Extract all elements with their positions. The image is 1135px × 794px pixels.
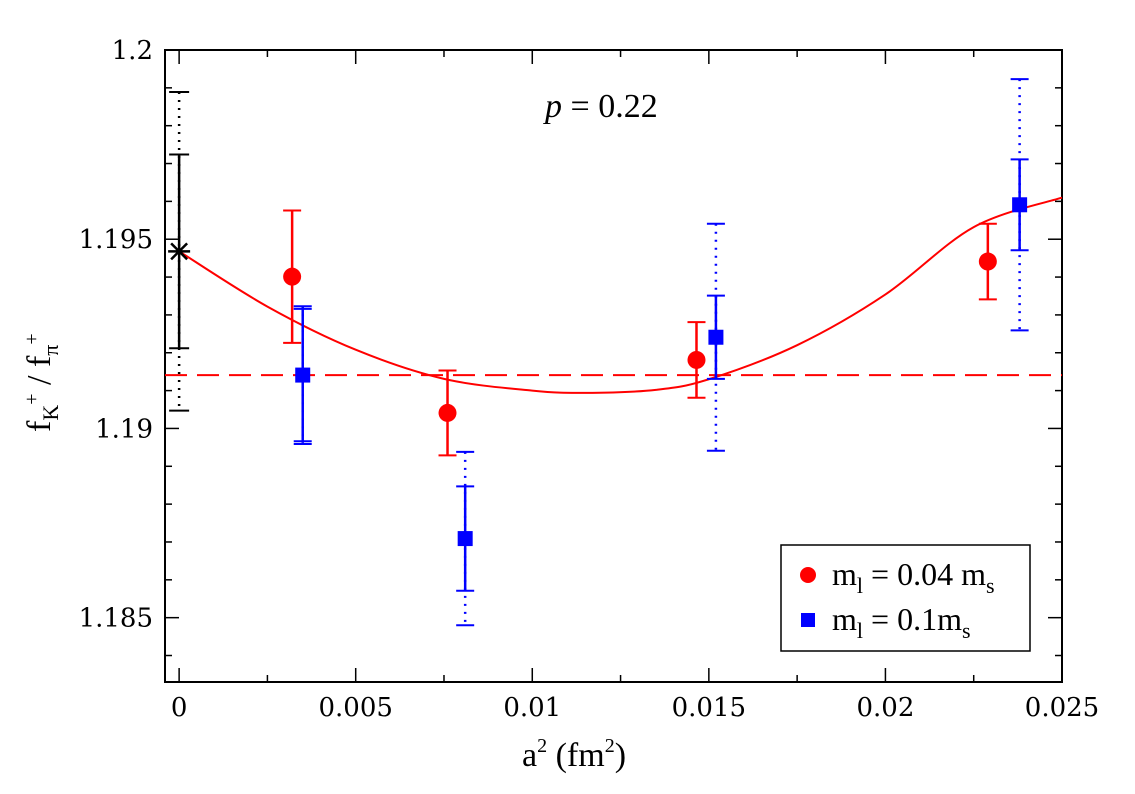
red-point	[687, 350, 706, 369]
blue-point	[457, 531, 473, 547]
ticks-layer: 0 0.005 0.01 0.015 0.02 0.025 1.185 1.19 1.195 1.…	[79, 36, 1100, 723]
extrapolated-star-marker	[168, 242, 191, 261]
legend-marker-red	[800, 567, 816, 583]
x-axis-label: a2 (fm2)	[522, 735, 626, 774]
x-tick-label: 0.025	[1025, 693, 1099, 723]
legend-label-red: ml = 0.04 ms	[832, 556, 995, 598]
x-tick-label: 0.01	[503, 693, 561, 723]
red-point	[978, 252, 997, 271]
y-tick-label: 1.19	[95, 414, 153, 444]
fit-layer	[165, 196, 1063, 394]
red-point	[438, 403, 457, 422]
p-annotation: p = 0.22	[543, 88, 658, 125]
plot-frame	[164, 49, 1063, 683]
x-tick-label: 0.005	[318, 693, 392, 723]
blue-point	[1012, 197, 1028, 213]
fit-curve	[178, 196, 1063, 394]
blue-point	[708, 329, 724, 345]
y-tick-label: 1.2	[112, 36, 153, 66]
x-tick-label: 0	[171, 693, 188, 723]
x-tick-label: 0.015	[672, 693, 746, 723]
blue-point	[295, 367, 311, 383]
y-tick-label: 1.195	[79, 225, 153, 255]
y-axis-label: fK+ / fπ+	[21, 333, 63, 432]
legend-marker-blue	[801, 613, 815, 627]
legend-label-blue: ml = 0.1ms	[832, 601, 971, 643]
y-tick-label: 1.185	[79, 604, 153, 634]
series-layer	[168, 78, 1029, 627]
legend: ml = 0.04 ms ml = 0.1ms	[780, 544, 1031, 652]
x-tick-label: 0.02	[856, 693, 914, 723]
red-point	[283, 267, 302, 286]
legend-box	[780, 544, 1031, 652]
